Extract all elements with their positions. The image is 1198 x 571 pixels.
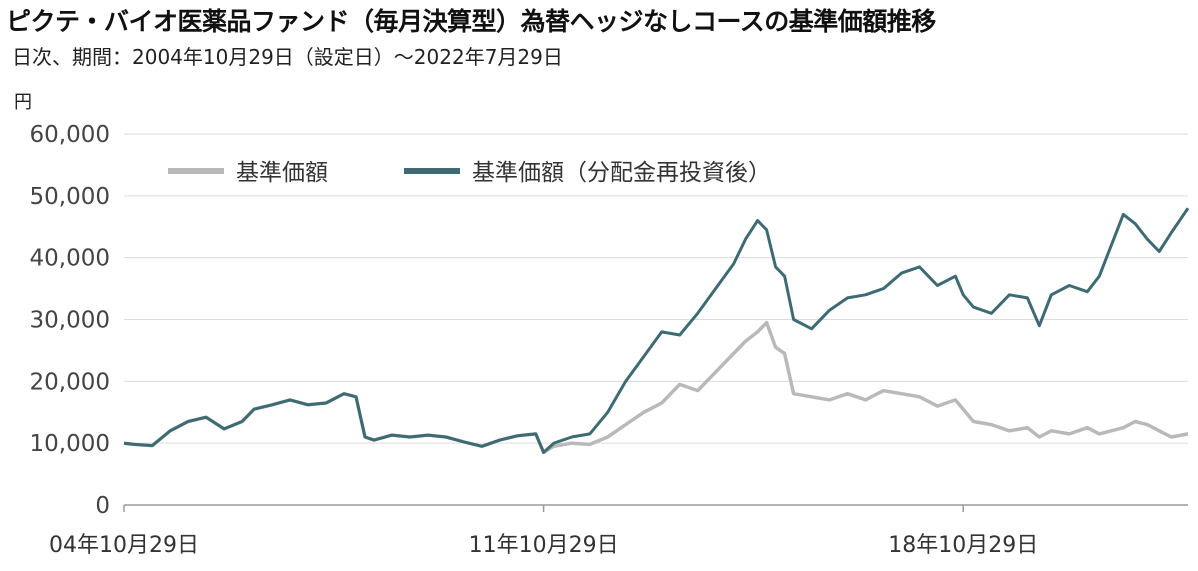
y-tick-label: 60,000 <box>30 122 110 148</box>
legend: 基準価額 基準価額（分配金再投資後） <box>168 160 771 186</box>
y-axis-ticks: 0 10,000 20,000 30,000 40,000 50,000 60,000 <box>30 122 110 519</box>
grid-lines <box>124 133 1188 444</box>
chart-title: ピクテ・バイオ医薬品ファンド（毎月決算型）為替ヘッジなしコースの基準価額推移 <box>6 7 936 36</box>
y-tick-label: 10,000 <box>30 431 110 457</box>
y-tick-label: 20,000 <box>30 369 110 395</box>
y-tick-label: 0 <box>95 493 110 519</box>
x-tick-label: 04年10月29日 <box>49 533 199 558</box>
y-tick-label: 40,000 <box>30 246 110 272</box>
y-tick-label: 50,000 <box>30 184 110 210</box>
chart-subtitle: 日次、期間：2004年10月29日（設定日）～2022年7月29日 <box>12 45 563 69</box>
x-tick-label: 18年10月29日 <box>888 533 1038 558</box>
x-axis-ticks: 04年10月29日 11年10月29日 18年10月29日 <box>49 505 1038 558</box>
legend-label-reinvested: 基準価額（分配金再投資後） <box>472 160 771 186</box>
series-line-reinvested <box>123 207 1190 454</box>
x-tick-label: 11年10月29日 <box>469 533 619 558</box>
y-axis-unit: 円 <box>14 92 32 113</box>
y-tick-label: 30,000 <box>30 308 110 334</box>
series-lines <box>123 207 1190 455</box>
legend-label-nav: 基準価額 <box>236 160 328 186</box>
